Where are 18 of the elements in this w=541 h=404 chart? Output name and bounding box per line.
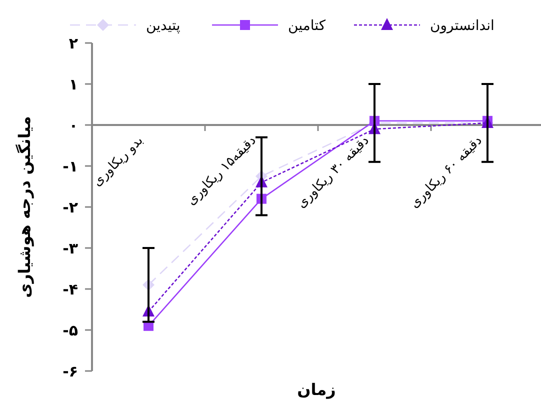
y-tick-label: -۲: [62, 198, 78, 216]
legend-label: کتامین: [288, 18, 326, 34]
y-tick-label: -۶: [62, 362, 78, 380]
legend-label: اندانسترون: [430, 18, 494, 34]
legend-label: پتیدین: [146, 18, 180, 34]
y-tick-label: -۱: [62, 157, 78, 176]
y-tick-label: -۳: [62, 239, 78, 258]
y-axis-title: میانگین درجه هوشیاری: [15, 116, 34, 298]
y-tick-label: ۰: [68, 116, 78, 134]
x-tick-label: بدو ریکاوری: [90, 133, 146, 190]
x-tick-label: دقیقه ۶۰ ریکاوری: [407, 133, 486, 212]
x-tick-label: دقیقه۱۵ ریکاوری: [184, 133, 260, 208]
x-tick-label: دقیقه ۳۰ ریکاوری: [294, 133, 372, 212]
y-tick-label: -۵: [62, 321, 78, 340]
y-tick-label: ۱: [68, 75, 78, 94]
x-axis-title: زمان: [297, 380, 336, 399]
y-tick-label: ۲: [68, 34, 78, 52]
y-tick-label: -۴: [62, 280, 78, 298]
